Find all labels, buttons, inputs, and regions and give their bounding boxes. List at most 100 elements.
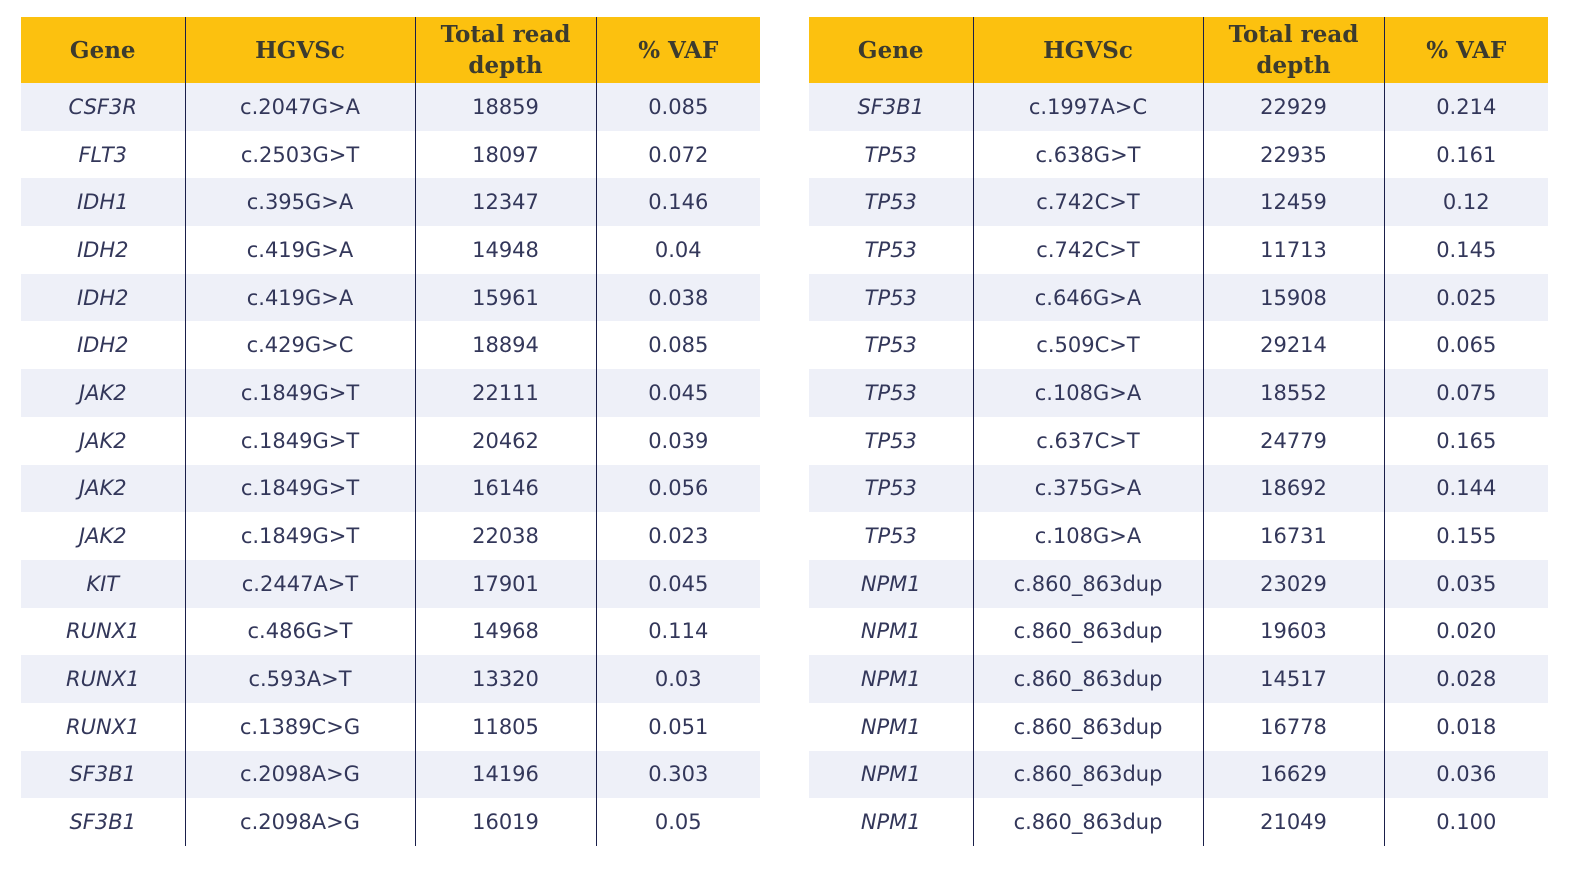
header-gene: Gene: [809, 17, 973, 83]
cell-vaf: 0.165: [1383, 416, 1548, 465]
cell-total-read-depth: 14948: [414, 226, 596, 274]
cell-hgvsc: c.1849G>T: [184, 369, 415, 417]
cell-gene: SF3B1: [21, 798, 185, 846]
table-row: SF3B1 c.2098A>G 14196 0.303: [21, 750, 760, 799]
cell-vaf: 0.028: [1383, 655, 1548, 703]
table-row: JAK2 c.1849G>T 22111 0.045: [21, 369, 760, 417]
table-header: Gene HGVSc Total read depth % VAF: [21, 17, 760, 83]
table-row: TP53 c.637C>T 24779 0.165: [809, 416, 1548, 465]
cell-total-read-depth: 18894: [414, 321, 596, 370]
table-row: NPM1 c.860_863dup 14517 0.028: [809, 655, 1548, 703]
cell-vaf: 0.214: [1383, 83, 1548, 131]
header-vaf: % VAF: [1383, 17, 1548, 83]
variant-table-left: Gene HGVSc Total read depth % VAF CSF3R c…: [21, 17, 760, 846]
table-row: TP53 c.742C>T 11713 0.145: [809, 226, 1548, 274]
cell-gene: NPM1: [809, 702, 973, 751]
table-header: Gene HGVSc Total read depth % VAF: [809, 17, 1548, 83]
cell-gene: TP53: [809, 464, 973, 513]
cell-total-read-depth: 18859: [414, 83, 596, 131]
cell-total-read-depth: 12459: [1202, 178, 1384, 227]
cell-vaf: 0.025: [1383, 273, 1548, 322]
cell-vaf: 0.03: [595, 655, 760, 703]
cell-total-read-depth: 21049: [1202, 798, 1384, 846]
cell-total-read-depth: 19603: [1202, 607, 1384, 656]
cell-hgvsc: c.860_863dup: [972, 559, 1203, 608]
cell-vaf: 0.04: [595, 226, 760, 274]
cell-hgvsc: c.593A>T: [184, 655, 415, 703]
table-row: TP53 c.375G>A 18692 0.144: [809, 464, 1548, 513]
table-row: RUNX1 c.593A>T 13320 0.03: [21, 655, 760, 703]
cell-vaf: 0.100: [1383, 798, 1548, 846]
cell-hgvsc: c.860_863dup: [972, 798, 1203, 846]
cell-vaf: 0.045: [595, 369, 760, 417]
cell-vaf: 0.075: [1383, 369, 1548, 417]
cell-vaf: 0.161: [1383, 130, 1548, 179]
cell-total-read-depth: 11713: [1202, 226, 1384, 274]
table-row: JAK2 c.1849G>T 22038 0.023: [21, 512, 760, 560]
cell-vaf: 0.144: [1383, 464, 1548, 513]
header-total-read-depth: Total read depth: [414, 17, 596, 83]
cell-gene: TP53: [809, 512, 973, 560]
cell-gene: NPM1: [809, 655, 973, 703]
cell-hgvsc: c.860_863dup: [972, 750, 1203, 799]
cell-hgvsc: c.860_863dup: [972, 702, 1203, 751]
table-row: KIT c.2447A>T 17901 0.045: [21, 559, 760, 608]
cell-vaf: 0.023: [595, 512, 760, 560]
header-total-read-depth: Total read depth: [1202, 17, 1384, 83]
table-row: TP53 c.646G>A 15908 0.025: [809, 273, 1548, 322]
table-row: TP53 c.742C>T 12459 0.12: [809, 178, 1548, 227]
table-row: IDH1 c.395G>A 12347 0.146: [21, 178, 760, 227]
cell-vaf: 0.12: [1383, 178, 1548, 227]
cell-hgvsc: c.1849G>T: [184, 416, 415, 465]
cell-hgvsc: c.1849G>T: [184, 464, 415, 513]
cell-gene: TP53: [809, 321, 973, 370]
table-row: SF3B1 c.1997A>C 22929 0.214: [809, 83, 1548, 131]
cell-gene: SF3B1: [809, 83, 973, 131]
header-hgvsc: HGVSc: [972, 17, 1203, 83]
cell-gene: TP53: [809, 178, 973, 227]
cell-gene: SF3B1: [21, 750, 185, 799]
table-row: NPM1 c.860_863dup 19603 0.020: [809, 607, 1548, 656]
cell-vaf: 0.045: [595, 559, 760, 608]
cell-total-read-depth: 18097: [414, 130, 596, 179]
cell-vaf: 0.018: [1383, 702, 1548, 751]
cell-gene: RUNX1: [21, 702, 185, 751]
cell-vaf: 0.155: [1383, 512, 1548, 560]
cell-total-read-depth: 13320: [414, 655, 596, 703]
cell-total-read-depth: 14517: [1202, 655, 1384, 703]
table-row: RUNX1 c.486G>T 14968 0.114: [21, 607, 760, 656]
cell-total-read-depth: 29214: [1202, 321, 1384, 370]
table-row: SF3B1 c.2098A>G 16019 0.05: [21, 798, 760, 846]
cell-total-read-depth: 16019: [414, 798, 596, 846]
cell-gene: NPM1: [809, 750, 973, 799]
cell-hgvsc: c.2098A>G: [184, 798, 415, 846]
cell-gene: JAK2: [21, 369, 185, 417]
cell-total-read-depth: 24779: [1202, 416, 1384, 465]
cell-total-read-depth: 22929: [1202, 83, 1384, 131]
cell-gene: IDH1: [21, 178, 185, 227]
cell-hgvsc: c.638G>T: [972, 130, 1203, 179]
cell-total-read-depth: 22111: [414, 369, 596, 417]
cell-total-read-depth: 16731: [1202, 512, 1384, 560]
cell-total-read-depth: 18692: [1202, 464, 1384, 513]
table-row: JAK2 c.1849G>T 16146 0.056: [21, 464, 760, 513]
cell-gene: TP53: [809, 416, 973, 465]
cell-vaf: 0.303: [595, 750, 760, 799]
cell-vaf: 0.036: [1383, 750, 1548, 799]
cell-total-read-depth: 22935: [1202, 130, 1384, 179]
cell-gene: NPM1: [809, 607, 973, 656]
cell-gene: JAK2: [21, 416, 185, 465]
cell-vaf: 0.035: [1383, 559, 1548, 608]
cell-total-read-depth: 17901: [414, 559, 596, 608]
header-row: Gene HGVSc Total read depth % VAF: [21, 17, 760, 83]
cell-total-read-depth: 16778: [1202, 702, 1384, 751]
cell-hgvsc: c.860_863dup: [972, 655, 1203, 703]
cell-vaf: 0.085: [595, 321, 760, 370]
header-hgvsc: HGVSc: [184, 17, 415, 83]
cell-hgvsc: c.429G>C: [184, 321, 415, 370]
table-row: JAK2 c.1849G>T 20462 0.039: [21, 416, 760, 465]
cell-vaf: 0.114: [595, 607, 760, 656]
cell-total-read-depth: 12347: [414, 178, 596, 227]
cell-vaf: 0.051: [595, 702, 760, 751]
variant-table-right: Gene HGVSc Total read depth % VAF SF3B1 c…: [809, 17, 1548, 846]
